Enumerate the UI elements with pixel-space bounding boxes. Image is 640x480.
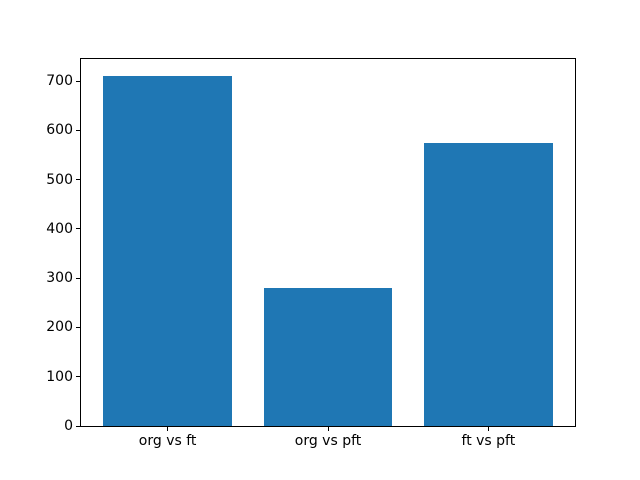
y-axis-tick-label: 600 <box>46 122 73 139</box>
bar-org-vs-ft <box>103 76 232 426</box>
x-axis-tick-mark <box>327 427 329 431</box>
y-axis-tick-mark <box>76 376 80 378</box>
x-axis-tick-mark <box>487 427 489 431</box>
y-axis-tick-label: 500 <box>46 171 73 188</box>
x-axis-tick-mark <box>167 427 169 431</box>
y-axis-tick-mark <box>76 80 80 82</box>
y-axis-tick-mark <box>76 425 80 427</box>
y-axis-tick-label: 300 <box>46 270 73 287</box>
y-axis-tick-mark <box>76 179 80 181</box>
x-axis-category-label: org vs pft <box>294 433 362 449</box>
y-axis-tick-mark <box>76 326 80 328</box>
y-axis-tick-label: 400 <box>46 220 73 237</box>
bar-org-vs-pft <box>263 288 393 426</box>
y-axis-tick-mark <box>76 228 80 230</box>
y-axis-tick-mark <box>76 129 80 131</box>
x-axis-category-label: ft vs pft <box>461 433 516 449</box>
x-axis-category-label: org vs ft <box>138 433 197 449</box>
y-axis-tick-mark <box>76 277 80 279</box>
y-axis-tick-label: 200 <box>46 319 73 336</box>
y-axis-tick-label: 700 <box>46 73 73 90</box>
plot-area: 0 100 200 300 400 500 600 700 org vs ft org vs pf… <box>46 58 576 448</box>
bar-ft-vs-pft <box>424 142 553 426</box>
y-axis-tick-label: 0 <box>64 418 73 434</box>
y-axis-tick-label: 100 <box>46 368 73 385</box>
